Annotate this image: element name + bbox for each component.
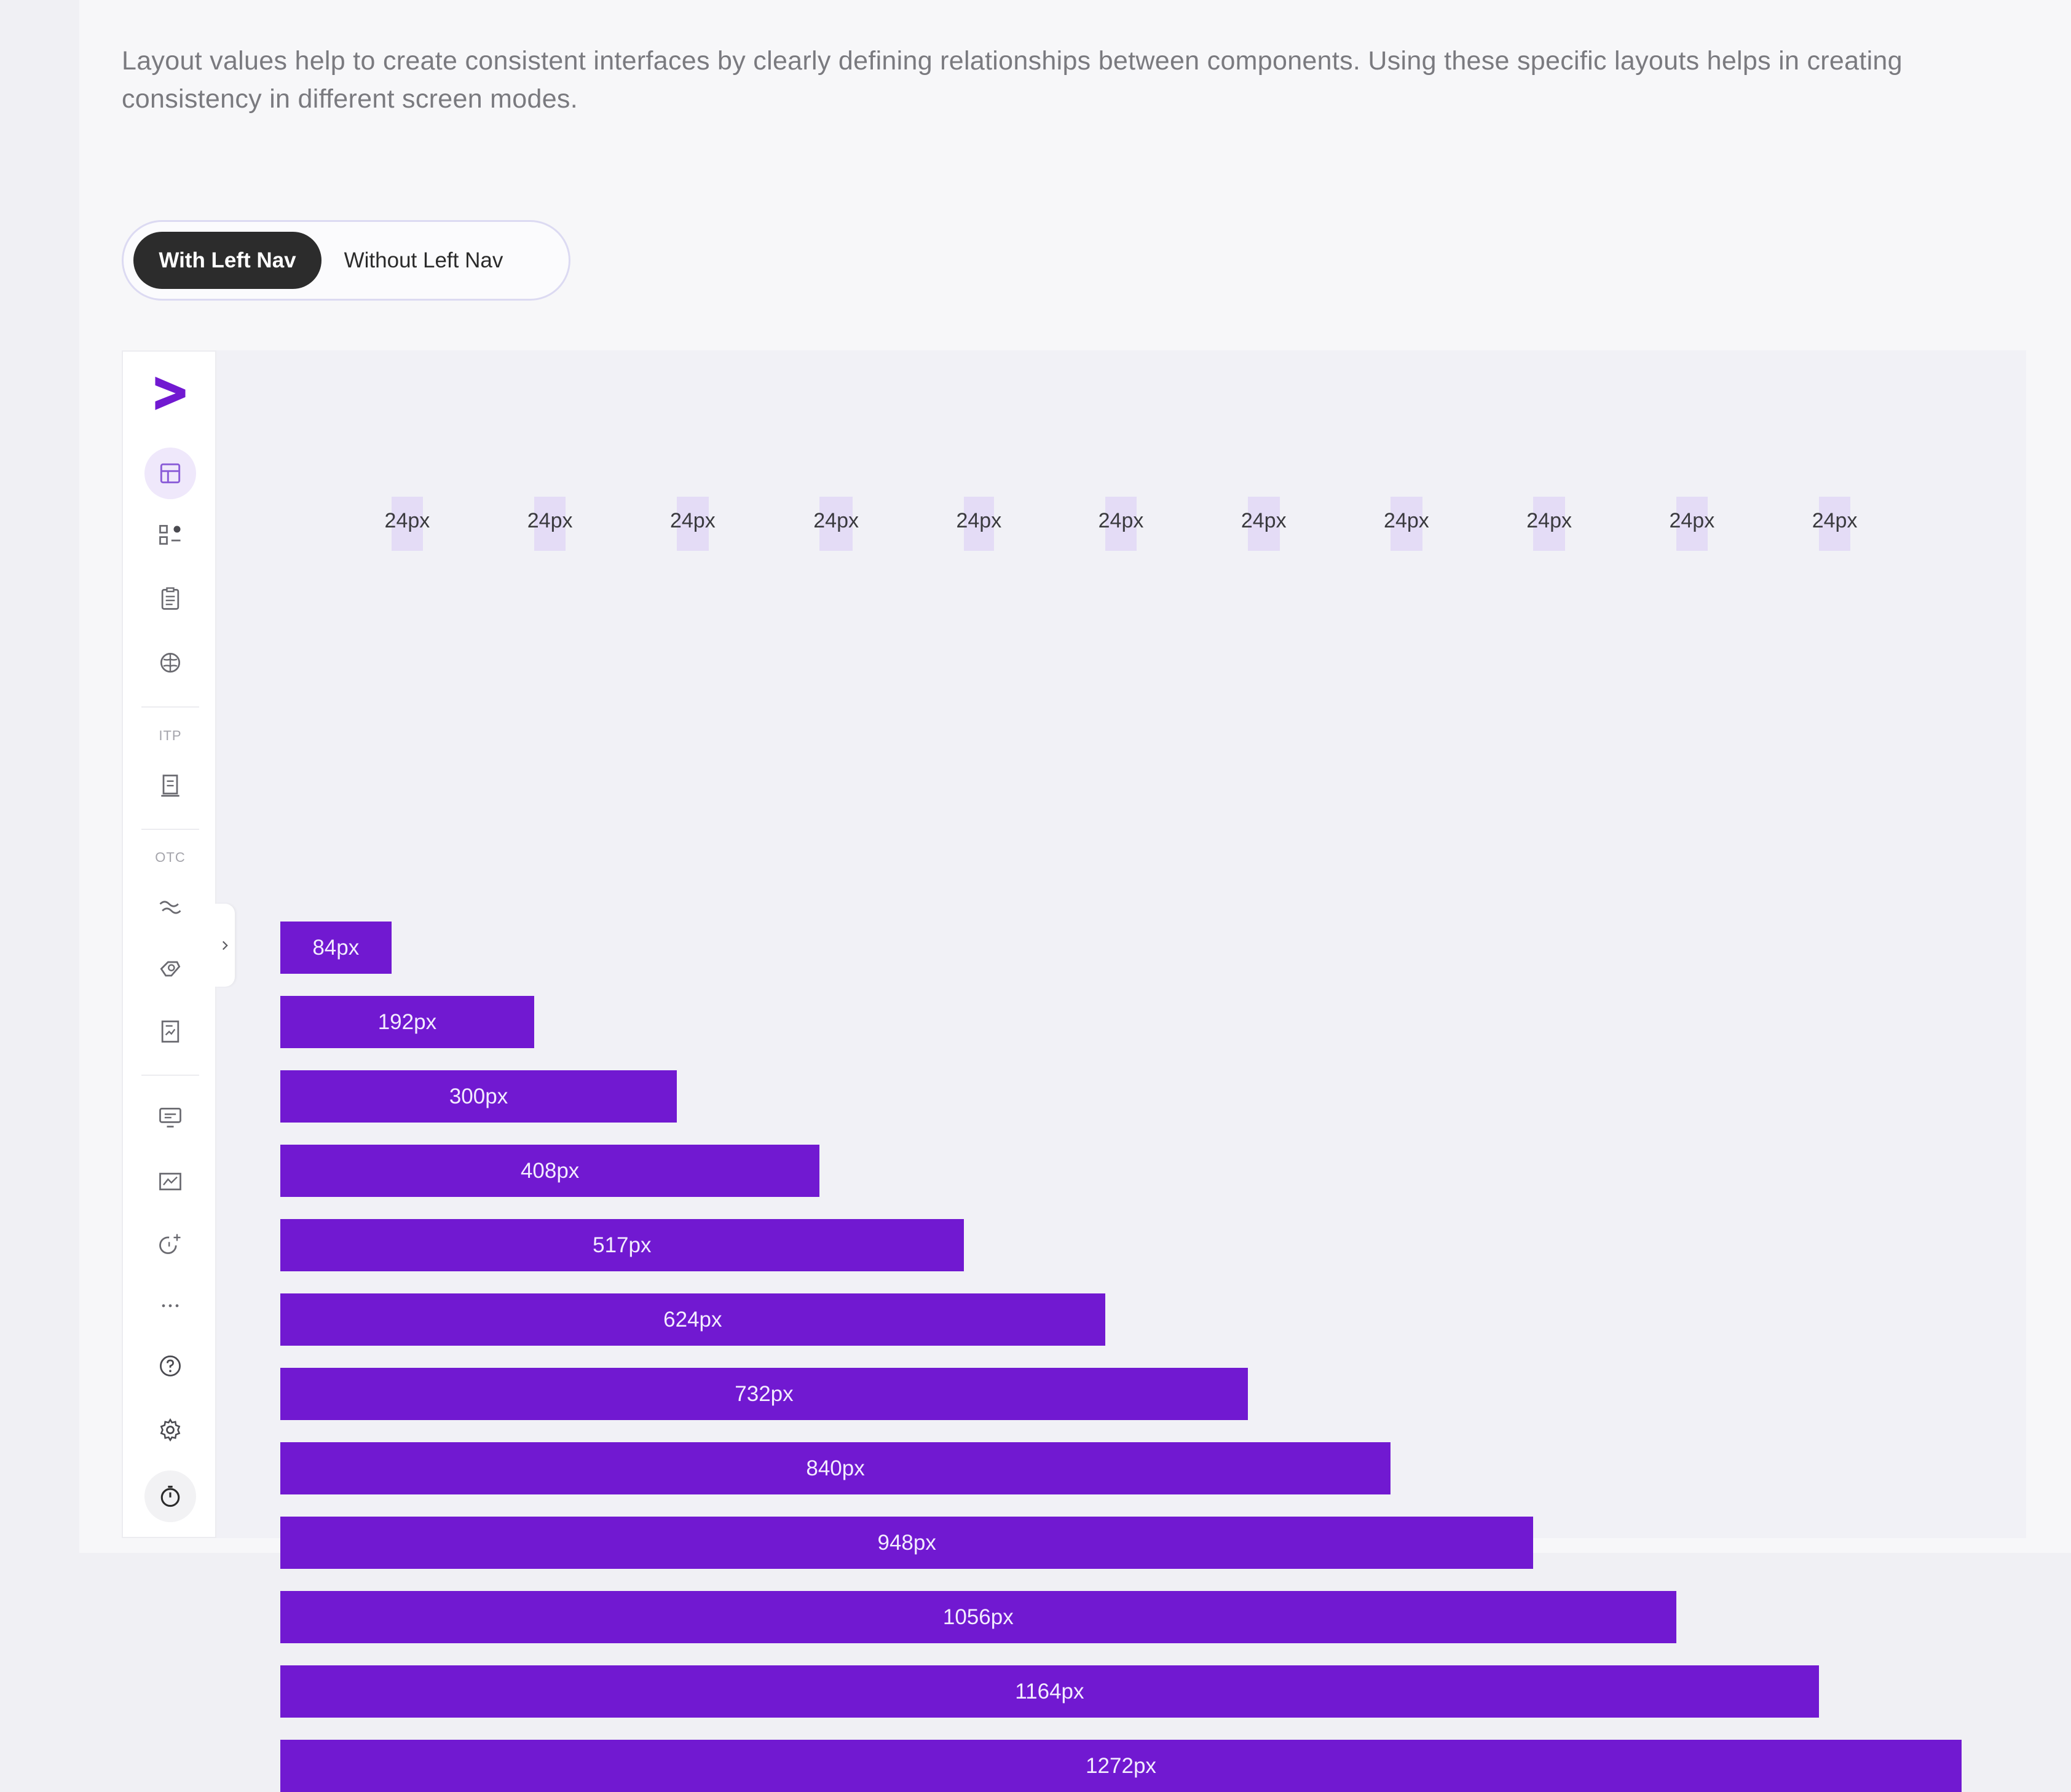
gutter-label: 24px (669, 509, 716, 532)
column-width-label: 84px (312, 935, 360, 960)
gutter-marker (1105, 497, 1137, 551)
gutter-label: 24px (1098, 509, 1144, 532)
grid-layout-chart: 24px 24px 24px 24px 24px 24px 24px 24px 24px 24px… (122, 350, 2026, 1792)
layout-icon[interactable] (144, 448, 196, 499)
gutter-marker (1247, 497, 1280, 551)
clock-add-icon[interactable] (153, 1227, 187, 1261)
gutter-label: 24px (956, 509, 1002, 532)
tab-without-left-nav[interactable]: Without Left Nav (344, 248, 503, 272)
gutter-marker (819, 497, 853, 551)
document-icon[interactable] (153, 768, 187, 803)
column-width-label: 408px (520, 1158, 580, 1183)
logo-icon[interactable] (148, 370, 193, 416)
column-width-label: 840px (806, 1456, 865, 1480)
gutter-marker (1533, 497, 1565, 551)
gutter-marker (1818, 497, 1851, 551)
nav-divider (141, 1075, 199, 1076)
left-nav: ITP OTC (122, 350, 216, 1538)
timer-icon[interactable] (144, 1470, 196, 1522)
gutter-label: 24px (527, 509, 573, 532)
nav-divider (141, 829, 199, 830)
layout-description: Layout values help to create consistent … (122, 46, 1903, 114)
column-width-bar (280, 1293, 1105, 1346)
brain-icon[interactable] (153, 645, 187, 680)
page: Layout values help to create consistent … (122, 46, 2026, 1792)
gutter-label: 24px (384, 509, 430, 532)
nav-collapse-handle[interactable] (215, 904, 235, 987)
column-width-label: 192px (377, 1009, 437, 1034)
gutter-label: 24px (1384, 509, 1429, 532)
gutter-marker (1391, 497, 1422, 551)
hand-coins-icon[interactable] (153, 952, 187, 986)
chevron-right-icon (222, 941, 228, 950)
settings-icon[interactable] (153, 1413, 187, 1447)
nav-group-label-itp: ITP (159, 728, 182, 743)
gutter-marker (963, 497, 995, 551)
gutter-marker (391, 497, 424, 551)
column-width-label: 1164px (1015, 1679, 1084, 1703)
gutter-marker (677, 497, 709, 551)
column-width-bar (280, 1070, 677, 1123)
clipboard-icon[interactable] (153, 582, 187, 616)
column-width-bar (280, 1442, 1391, 1494)
handshake-icon[interactable] (153, 890, 187, 925)
column-width-bar (280, 922, 392, 974)
more-icon[interactable] (153, 1289, 187, 1323)
tab-with-left-nav[interactable]: With Left Nav (133, 232, 321, 289)
gutter-label: 24px (813, 509, 859, 532)
column-width-label: 1272px (1086, 1753, 1156, 1778)
gutter-label: 24px (1669, 509, 1715, 532)
column-width-bar (280, 1368, 1248, 1420)
nav-divider (141, 706, 199, 708)
column-width-bar (280, 996, 534, 1048)
report-icon[interactable] (153, 1014, 187, 1049)
apps-icon[interactable] (153, 518, 187, 552)
gutter-marker (1676, 497, 1708, 551)
help-icon[interactable] (153, 1349, 187, 1383)
layout-preview: 24px 24px 24px 24px 24px 24px 24px 24px 24px 24px… (122, 350, 2026, 1792)
gutter-label: 24px (1526, 509, 1572, 532)
column-width-label: 300px (449, 1084, 508, 1108)
gutter-marker (534, 497, 566, 551)
column-width-bar (280, 1219, 964, 1271)
nav-group-label-otc: OTC (155, 850, 186, 865)
column-width-bar (280, 1145, 820, 1197)
column-width-label: 1056px (942, 1605, 1014, 1629)
gutter-label: 24px (1241, 509, 1287, 532)
column-width-label: 732px (735, 1381, 794, 1406)
column-width-label: 517px (593, 1233, 652, 1257)
column-width-label: 948px (877, 1530, 936, 1555)
gutter-label: 24px (1812, 509, 1858, 532)
view-toggle: With Left Nav Without Left Nav (122, 220, 570, 301)
chart-icon[interactable] (153, 1164, 187, 1199)
column-width-label: 624px (663, 1307, 722, 1332)
monitor-icon[interactable] (153, 1100, 187, 1135)
